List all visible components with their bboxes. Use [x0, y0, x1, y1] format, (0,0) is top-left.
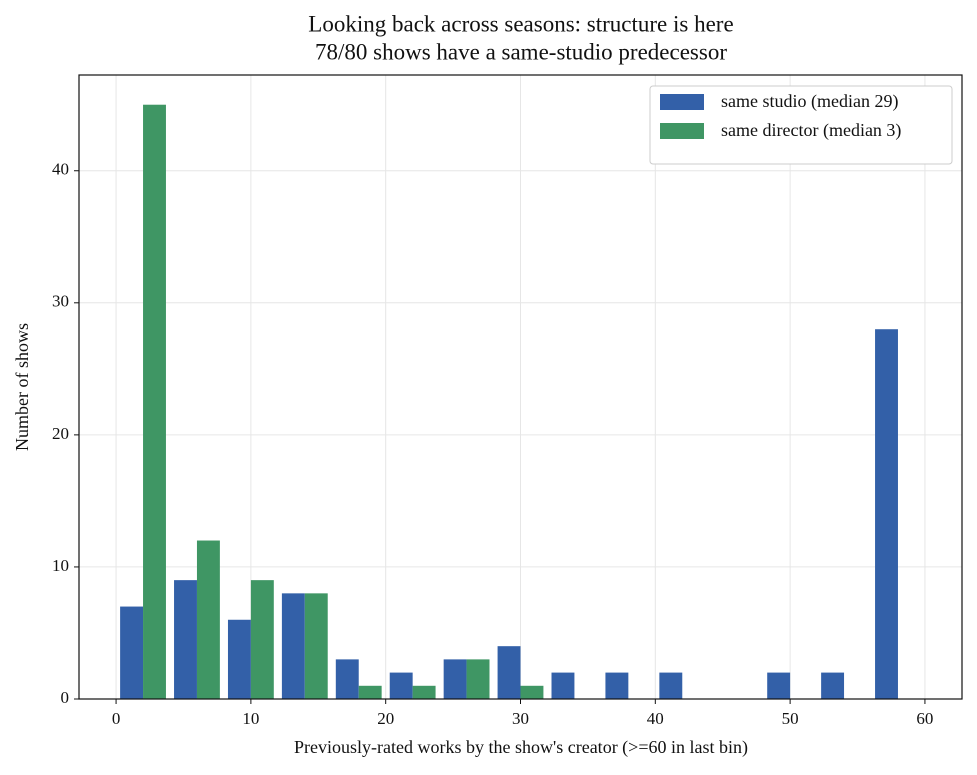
bar — [466, 659, 490, 699]
legend-swatch — [660, 123, 704, 139]
x-tick-label: 20 — [377, 709, 394, 728]
bar — [389, 672, 413, 699]
bar — [304, 593, 328, 699]
y-tick-label: 0 — [61, 688, 70, 707]
chart-title: Looking back across seasons: structure i… — [308, 11, 733, 36]
bar — [143, 104, 166, 699]
x-tick-label: 0 — [112, 709, 121, 728]
bar — [821, 672, 845, 699]
bar — [174, 580, 197, 699]
legend-swatch — [660, 94, 704, 110]
bar — [767, 672, 791, 699]
bar — [227, 619, 251, 699]
bar — [443, 659, 467, 699]
legend-label: same director (median 3) — [721, 120, 901, 141]
x-tick-label: 40 — [647, 709, 664, 728]
bar — [196, 540, 220, 699]
plot-frame — [78, 74, 963, 700]
bar — [358, 685, 382, 699]
chart-subtitle: 78/80 shows have a same-studio predecess… — [315, 39, 727, 64]
bar — [551, 672, 575, 699]
bar — [497, 646, 521, 699]
y-tick-label: 10 — [52, 556, 69, 575]
bar — [335, 659, 359, 699]
bar — [659, 672, 683, 699]
bar — [281, 593, 305, 699]
x-axis-label: Previously-rated works by the show's cre… — [294, 737, 748, 758]
bar — [250, 580, 274, 699]
x-tick-label: 30 — [512, 709, 529, 728]
x-tick-label: 60 — [916, 709, 933, 728]
y-tick-label: 30 — [52, 292, 69, 311]
legend: same studio (median 29) same director (me… — [649, 85, 953, 165]
y-tick-label: 20 — [52, 424, 69, 443]
bar — [875, 329, 898, 699]
y-tick-label: 40 — [52, 160, 69, 179]
x-tick-label: 50 — [782, 709, 799, 728]
x-tick-label: 10 — [242, 709, 259, 728]
legend-label: same studio (median 29) — [721, 91, 898, 112]
bar — [120, 606, 144, 699]
bar — [520, 685, 544, 699]
y-axis-label: Number of shows — [12, 323, 32, 451]
bar — [412, 685, 436, 699]
bar — [605, 672, 629, 699]
legend-box — [649, 85, 953, 165]
